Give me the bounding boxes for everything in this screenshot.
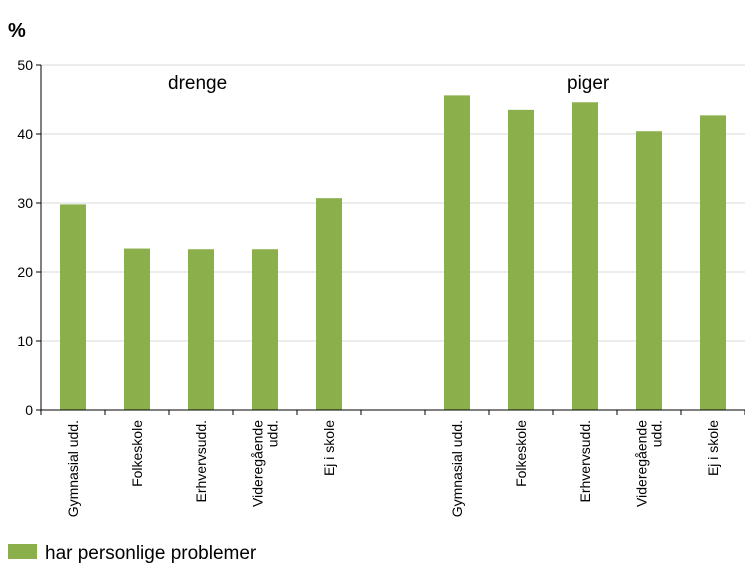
x-tick-label-line: Folkeskole bbox=[129, 420, 145, 487]
x-tick-label-line: Gymnasial udd. bbox=[449, 420, 465, 517]
bar bbox=[60, 204, 86, 410]
bar bbox=[700, 115, 726, 411]
y-tick-label: 0 bbox=[25, 402, 33, 418]
x-tick-label: Erhvervsudd. bbox=[577, 420, 593, 502]
group-label-piger: piger bbox=[567, 73, 610, 94]
y-tick-label: 40 bbox=[17, 126, 33, 142]
x-tick-label: Folkeskole bbox=[513, 420, 529, 487]
x-tick-label-line: Folkeskole bbox=[513, 420, 529, 487]
bar bbox=[124, 248, 150, 410]
bars bbox=[60, 95, 726, 411]
bar bbox=[508, 109, 534, 410]
x-tick-label: Ej i skole bbox=[321, 420, 337, 476]
group-label-drenge: drenge bbox=[168, 73, 227, 94]
bar bbox=[316, 198, 342, 410]
x-tick-label: Videregående udd. bbox=[250, 420, 281, 507]
bar bbox=[188, 249, 214, 410]
bar bbox=[444, 95, 470, 411]
bar bbox=[572, 102, 598, 410]
bar bbox=[636, 131, 662, 411]
x-tick-label: Gymnasial udd. bbox=[65, 420, 81, 517]
y-tick-label: 10 bbox=[17, 333, 33, 349]
x-tick-label-line: Videregående bbox=[250, 420, 266, 507]
bar bbox=[252, 249, 278, 410]
x-tick-label-line: Ej i skole bbox=[321, 420, 337, 476]
y-unit-label: % bbox=[8, 20, 26, 42]
x-tick-label-line: Erhvervsudd. bbox=[193, 420, 209, 502]
x-tick-label-line: udd. bbox=[265, 420, 281, 447]
y-tick-label: 20 bbox=[17, 264, 33, 280]
legend-swatch bbox=[8, 544, 37, 559]
x-axis: Gymnasial udd. Folkeskole Erhvervsudd. Vide… bbox=[40, 409, 745, 517]
x-tick-label: Erhvervsudd. bbox=[193, 420, 209, 502]
x-tick-label: Videregående udd. bbox=[634, 420, 665, 507]
x-tick-label-line: udd. bbox=[649, 420, 665, 447]
y-axis: 0 10 20 30 40 50 bbox=[17, 57, 42, 418]
x-tick-label-line: Ej i skole bbox=[705, 420, 721, 476]
gridlines bbox=[41, 64, 745, 342]
x-tick-label-line: Videregående bbox=[634, 420, 650, 507]
y-tick-label: 30 bbox=[17, 195, 33, 211]
x-tick-label-line: Erhvervsudd. bbox=[577, 420, 593, 502]
x-tick-label: Gymnasial udd. bbox=[449, 420, 465, 517]
y-tick-label: 50 bbox=[17, 57, 33, 73]
x-tick-label: Ej i skole bbox=[705, 420, 721, 476]
legend-label: har personlige problemer bbox=[45, 543, 257, 564]
x-tick-label-line: Gymnasial udd. bbox=[65, 420, 81, 517]
x-tick-label: Folkeskole bbox=[129, 420, 145, 487]
